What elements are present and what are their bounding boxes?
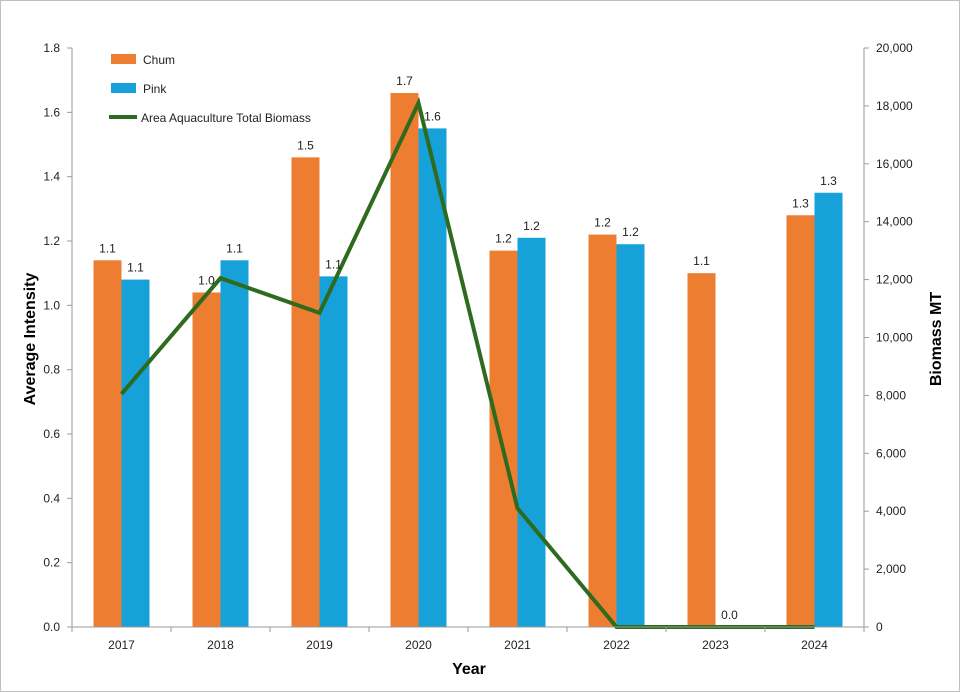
y-tick-label-right-2,000: 2,000 bbox=[876, 562, 906, 576]
data-label-chum-2017: 1.1 bbox=[99, 241, 116, 255]
legend-label-chum: Chum bbox=[143, 53, 175, 67]
y-tick-label-right-18,000: 18,000 bbox=[876, 99, 913, 113]
data-label-pink-2020: 1.6 bbox=[424, 109, 441, 123]
bar-pink-2019 bbox=[319, 276, 348, 627]
data-label-pink-2017: 1.1 bbox=[127, 261, 144, 275]
y-tick-label-right-10,000: 10,000 bbox=[876, 331, 913, 345]
bar-pink-2022 bbox=[616, 244, 645, 627]
bar-chum-2023 bbox=[687, 273, 716, 627]
y-tick-label-right-16,000: 16,000 bbox=[876, 157, 913, 171]
y-tick-label-left-0.8: 0.8 bbox=[43, 363, 60, 377]
x-tick-label-2020: 2020 bbox=[405, 638, 432, 652]
bar-pink-2024 bbox=[814, 192, 843, 627]
bar-chum-2022 bbox=[588, 234, 617, 628]
y-tick-label-left-0.6: 0.6 bbox=[43, 427, 60, 441]
y-tick-label-right-20,000: 20,000 bbox=[876, 41, 913, 55]
y-tick-label-right-12,000: 12,000 bbox=[876, 273, 913, 287]
data-label-pink-2021: 1.2 bbox=[523, 219, 540, 233]
bar-pink-2020 bbox=[418, 128, 447, 627]
bar-chum-2018 bbox=[192, 292, 221, 627]
legend-label-biomass: Area Aquaculture Total Biomass bbox=[141, 111, 311, 125]
legend-swatch-pink bbox=[111, 83, 136, 93]
data-label-pink-2019: 1.1 bbox=[325, 257, 342, 271]
y-tick-label-right-6,000: 6,000 bbox=[876, 446, 906, 460]
y-tick-label-left-0.2: 0.2 bbox=[43, 556, 60, 570]
x-axis-title: Year bbox=[452, 661, 486, 678]
y-axis-title-right: Biomass MT bbox=[928, 292, 945, 386]
bar-chum-2019 bbox=[291, 157, 320, 627]
bar-chum-2017 bbox=[93, 260, 122, 627]
data-label-chum-2022: 1.2 bbox=[594, 216, 611, 230]
x-tick-label-2021: 2021 bbox=[504, 638, 531, 652]
data-label-chum-2020: 1.7 bbox=[396, 74, 413, 88]
legend-swatch-chum bbox=[111, 54, 136, 64]
y-axis-title-left: Average Intensity bbox=[22, 273, 39, 406]
y-tick-label-left-0.4: 0.4 bbox=[43, 491, 60, 505]
bar-chum-2024 bbox=[786, 215, 815, 627]
bar-pink-2017 bbox=[121, 279, 150, 627]
axes-layer: 0.0 0.2 0.4 0.6 0.8 1.0 1.2 1.4 1.6 1.8 0 2,000 4,00… bbox=[43, 41, 913, 652]
x-tick-label-2018: 2018 bbox=[207, 638, 234, 652]
y-tick-label-left-1.0: 1.0 bbox=[43, 298, 60, 312]
x-tick-label-2023: 2023 bbox=[702, 638, 729, 652]
data-label-chum-2018: 1.0 bbox=[198, 273, 215, 287]
data-label-pink-2018: 1.1 bbox=[226, 241, 243, 255]
data-label-pink-2023: 0.0 bbox=[721, 608, 738, 622]
y-tick-label-left-1.8: 1.8 bbox=[43, 41, 60, 55]
y-tick-label-right-8,000: 8,000 bbox=[876, 388, 906, 402]
y-tick-label-right-0: 0 bbox=[876, 620, 883, 634]
data-label-pink-2024: 1.3 bbox=[820, 174, 837, 188]
x-tick-label-2022: 2022 bbox=[603, 638, 630, 652]
y-tick-label-right-14,000: 14,000 bbox=[876, 215, 913, 229]
y-tick-label-right-4,000: 4,000 bbox=[876, 504, 906, 518]
bar-pink-2021 bbox=[517, 237, 546, 628]
legend-label-pink: Pink bbox=[143, 82, 167, 96]
data-label-chum-2019: 1.5 bbox=[297, 138, 314, 152]
data-label-pink-2022: 1.2 bbox=[622, 225, 639, 239]
labels-layer: 1.1 1.0 1.5 1.7 1.2 1.2 1.1 1.3 1.1 1.1 1.1 1.6 1.2 1… bbox=[99, 74, 837, 622]
y-tick-label-left-1.6: 1.6 bbox=[43, 105, 60, 119]
y-tick-label-left-0.0: 0.0 bbox=[43, 620, 60, 634]
y-tick-label-left-1.4: 1.4 bbox=[43, 170, 60, 184]
y-tick-label-left-1.2: 1.2 bbox=[43, 234, 60, 248]
data-label-chum-2023: 1.1 bbox=[693, 254, 710, 268]
bars-layer bbox=[93, 93, 843, 628]
bar-chum-2020 bbox=[390, 93, 419, 628]
x-tick-label-2019: 2019 bbox=[306, 638, 333, 652]
x-tick-label-2017: 2017 bbox=[108, 638, 135, 652]
data-label-chum-2024: 1.3 bbox=[792, 196, 809, 210]
bar-pink-2018 bbox=[220, 260, 249, 627]
data-label-chum-2021: 1.2 bbox=[495, 232, 512, 246]
legend: Chum Pink Area Aquaculture Total Biomass bbox=[109, 53, 311, 125]
x-tick-label-2024: 2024 bbox=[801, 638, 828, 652]
bar-chum-2021 bbox=[489, 250, 518, 627]
